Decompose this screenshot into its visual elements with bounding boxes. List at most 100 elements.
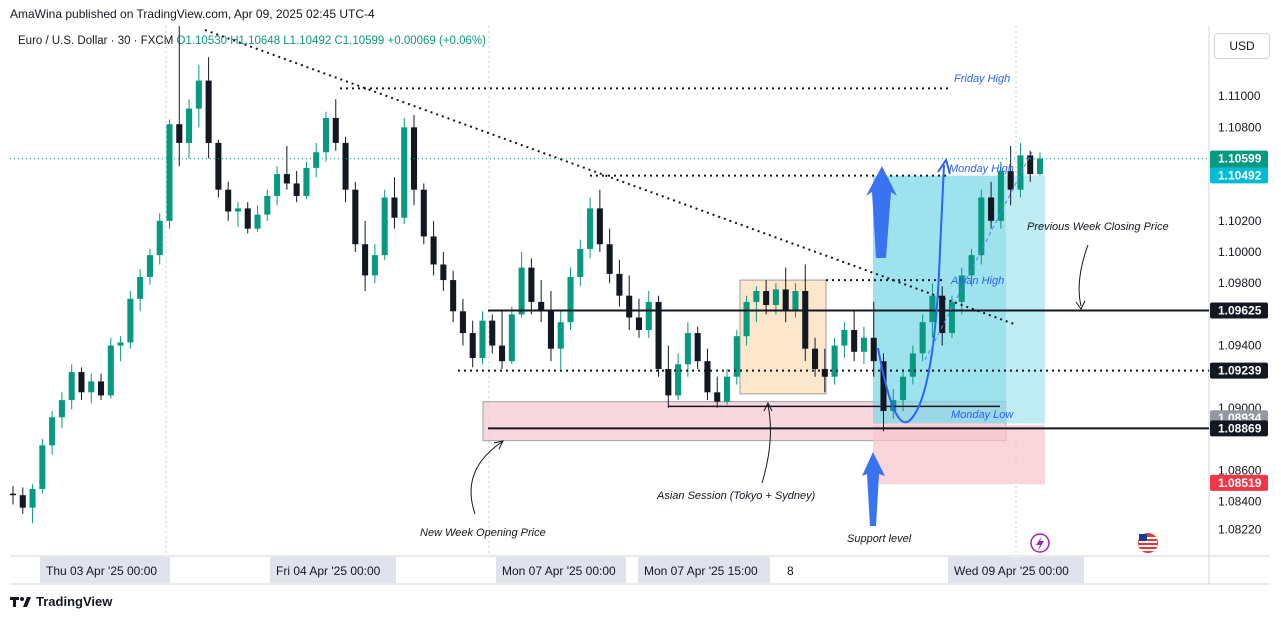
time-tick: Fri 04 Apr '25 00:00 bbox=[276, 564, 381, 578]
price-tick: 1.10200 bbox=[1218, 214, 1262, 228]
candle-body bbox=[401, 127, 408, 218]
support-level-label: Support level bbox=[847, 533, 912, 545]
prev-close-pointer-head bbox=[1075, 300, 1086, 310]
price-tick: 1.08600 bbox=[1218, 463, 1262, 477]
price-tag-bg bbox=[1210, 302, 1268, 319]
price-tick: 1.08400 bbox=[1218, 494, 1262, 508]
candle-body bbox=[665, 368, 672, 396]
lightning-icon bbox=[1030, 533, 1050, 553]
price-tag-bg bbox=[1210, 474, 1268, 491]
candle-body bbox=[479, 320, 486, 359]
candle-body bbox=[430, 236, 437, 265]
candle-body bbox=[29, 488, 36, 508]
price-axis: 1.11000 1.10800 1.10200 1.10000 1.09800 1.094… bbox=[1210, 89, 1268, 537]
candle-body bbox=[469, 333, 476, 359]
monday-high-label: Monday High bbox=[949, 163, 1014, 175]
candle-body bbox=[880, 361, 887, 412]
annotations: Friday High Monday High Asian High Monday L… bbox=[420, 73, 1169, 553]
candle-body bbox=[655, 301, 662, 369]
candle-body bbox=[68, 372, 75, 401]
candle-body bbox=[841, 329, 848, 346]
candle-body bbox=[1036, 158, 1044, 175]
candle-body bbox=[274, 174, 281, 196]
candle-body bbox=[684, 333, 691, 365]
candle-body bbox=[352, 189, 359, 245]
candle-body bbox=[97, 381, 105, 396]
candle-body bbox=[792, 291, 799, 312]
candle-body bbox=[587, 208, 594, 249]
price-tag-value: 1.09239 bbox=[1218, 364, 1262, 378]
new-week-pointer-head bbox=[493, 440, 504, 450]
candle-body bbox=[870, 337, 877, 362]
candle-body bbox=[166, 124, 173, 221]
prev-close-pointer bbox=[1078, 244, 1089, 307]
candle-body bbox=[117, 342, 124, 346]
prev-week-close-label: Previous Week Closing Price bbox=[1027, 221, 1169, 233]
candle-body bbox=[733, 336, 740, 377]
price-tick: 1.11000 bbox=[1218, 89, 1261, 103]
price-tick: 1.10800 bbox=[1218, 120, 1262, 134]
candle-body bbox=[538, 301, 545, 312]
price-tick: 1.10000 bbox=[1218, 245, 1262, 259]
candle-body bbox=[978, 197, 985, 256]
time-tag-bg bbox=[638, 557, 770, 583]
candle-body bbox=[821, 368, 828, 377]
candle-body bbox=[489, 320, 496, 346]
price-tick: 1.09800 bbox=[1218, 276, 1262, 290]
candle-body bbox=[440, 264, 447, 281]
candle-body bbox=[645, 301, 652, 330]
candle-body bbox=[234, 208, 241, 212]
candle-body bbox=[78, 372, 85, 393]
time-tick: Mon 07 Apr '25 00:00 bbox=[502, 564, 616, 578]
price-tag-value: 1.10599 bbox=[1218, 152, 1262, 166]
price-tag-value: 1.09625 bbox=[1218, 303, 1262, 317]
reward-zone-tail bbox=[1006, 175, 1045, 424]
time-tick: Thu 03 Apr '25 00:00 bbox=[46, 564, 157, 578]
candle-body bbox=[186, 108, 193, 143]
risk-zone bbox=[873, 425, 1045, 485]
candle-body bbox=[547, 311, 554, 349]
lightning-bolt-icon bbox=[1036, 536, 1044, 551]
candle-body bbox=[450, 280, 457, 312]
candle-body bbox=[508, 314, 515, 362]
candle-body bbox=[156, 220, 163, 256]
candle-body bbox=[49, 417, 56, 446]
candle-body bbox=[1017, 155, 1024, 190]
tradingview-brand: TradingView bbox=[10, 594, 112, 609]
price-tag-bg bbox=[1210, 420, 1268, 437]
candle-body bbox=[1027, 155, 1034, 175]
candle-body bbox=[860, 337, 867, 352]
price-tick: 1.08220 bbox=[1218, 523, 1262, 537]
candle-body bbox=[283, 174, 290, 184]
drawings bbox=[10, 29, 1209, 526]
candle-body bbox=[997, 170, 1004, 221]
asian-session-pointer-head bbox=[763, 401, 773, 412]
candle-body bbox=[802, 291, 809, 349]
price-tag-value: 1.10492 bbox=[1218, 168, 1262, 182]
candle-body bbox=[518, 267, 525, 315]
projection-arrowhead bbox=[937, 157, 951, 175]
candle-body bbox=[322, 117, 330, 153]
candle-body bbox=[391, 197, 398, 218]
candle-body bbox=[499, 345, 506, 362]
candle-body bbox=[616, 273, 623, 296]
candle-body bbox=[743, 301, 750, 337]
time-tick: Mon 07 Apr '25 15:00 bbox=[644, 564, 758, 578]
candle-body bbox=[723, 376, 731, 402]
price-tag-bg bbox=[1210, 362, 1268, 379]
candle-body bbox=[606, 244, 613, 274]
candle-body bbox=[293, 183, 300, 196]
candle-body bbox=[420, 189, 427, 237]
candle-body bbox=[968, 255, 975, 276]
candle-body bbox=[332, 117, 339, 143]
candle-body bbox=[205, 80, 212, 143]
candle-body bbox=[381, 197, 388, 256]
currency-button[interactable]: USD bbox=[1214, 33, 1270, 59]
support-arrow-icon bbox=[862, 452, 885, 526]
time-axis: Thu 03 Apr '25 00:00 Fri 04 Apr '25 00:00… bbox=[40, 557, 1084, 583]
time-tag-bg bbox=[496, 557, 626, 583]
candle-body bbox=[459, 311, 466, 334]
projection-curve bbox=[877, 164, 945, 424]
candle-body bbox=[577, 248, 584, 277]
